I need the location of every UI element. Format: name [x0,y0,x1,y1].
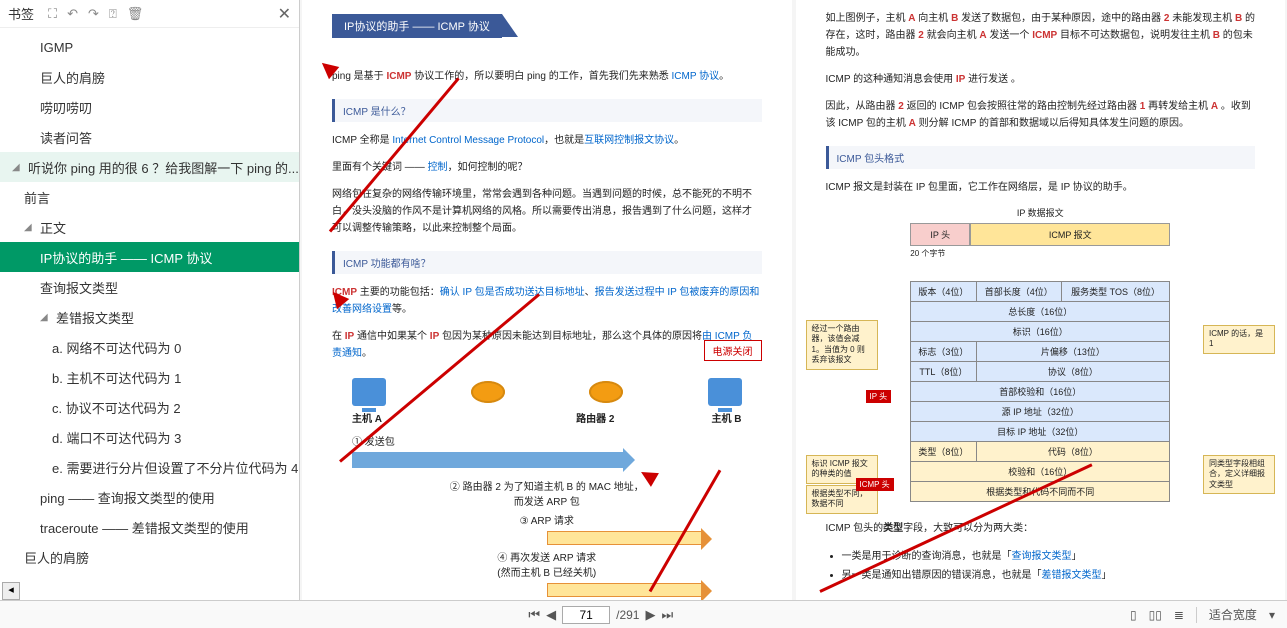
bookmark-label: b. 主机不可达代码为 1 [52,368,181,387]
bookmark-item[interactable]: 前言 [0,182,299,212]
page-right: 如上图例子，主机 A 向主机 B 发送了数据包，由于某种原因，途中的路由器 2 … [796,0,1286,600]
bookmark-item[interactable]: IP协议的助手 —— ICMP 协议 [0,242,299,272]
document-view: IP协议的助手 —— ICMP 协议 ping 是基于 ICMP 协议工作的，所… [300,0,1287,600]
router-icon [471,381,505,403]
sidebar-header: 书签 ⛶ ↶ ↷ ⍰ 🗑 ✕ [0,0,299,28]
bookmark-label: 正文 [40,218,66,237]
router-icon [589,381,623,403]
bookmark-item[interactable]: 巨人的肩膀 [0,542,299,572]
view-continuous-icon[interactable]: ≣ [1174,608,1184,622]
expand-icon[interactable]: ⛶ [48,6,57,22]
ip-packet-diagram: IP 数据报文 IP 头 ICMP 报文 20 个字节 版本（4位）首部长度（4… [826,206,1256,502]
prev-icon[interactable]: ↶ [67,6,78,22]
network-diagram [352,378,742,406]
callout-box: ICMP 包头格式 [826,146,1256,169]
zoom-dropdown-icon[interactable]: ▾ [1269,608,1275,622]
bookmark-label: IGMP [40,40,73,55]
first-page-button[interactable]: ⏮ [528,607,540,623]
host-icon [352,378,386,406]
power-off-badge: 电源关闭 [704,340,762,361]
section-tab: IP协议的助手 —— ICMP 协议 [332,14,502,38]
bookmark-item[interactable]: ◢正文 [0,212,299,242]
bookmark-item[interactable]: ping —— 查询报文类型的使用 [0,482,299,512]
page-input[interactable] [562,606,610,624]
bookmark-item[interactable]: 唠叨唠叨 [0,572,299,580]
list-item: 另一类是通知出错原因的错误消息，也就是「差错报文类型」 [842,566,1256,581]
bookmark-label: 巨人的肩膀 [24,548,89,567]
bookmark-item[interactable]: e. 需要进行分片但设置了不分片位代码为 4 [0,452,299,482]
view-facing-icon[interactable]: ▯▯ [1149,608,1162,622]
bookmark-item[interactable]: a. 网络不可达代码为 0 [0,332,299,362]
bookmark-label: a. 网络不可达代码为 0 [52,338,181,357]
bookmark-item[interactable]: ◢听说你 ping 用的很 6 ？给我图解一下 ping 的... [0,152,299,182]
bookmark-label: traceroute —— 差错报文类型的使用 [40,518,249,537]
bookmark-item[interactable]: c. 协议不可达代码为 2 [0,392,299,422]
bookmark-item[interactable]: 查询报文类型 [0,272,299,302]
footer-bar: ⏮ ◀ /291 ▶ ⏭ ▯ ▯▯ ≣ 适合宽度 ▾ [0,600,1287,628]
scroll-left-button[interactable]: ◂ [2,582,20,600]
bookmark-label: 查询报文类型 [40,278,118,297]
bookmark-item[interactable]: ◢差错报文类型 [0,302,299,332]
callout-box: ICMP 是什么？ [332,99,762,122]
close-icon[interactable]: ✕ [278,4,291,24]
list-item: 一类是用于诊断的查询消息，也就是「查询报文类型」 [842,547,1256,562]
bookmark-tree: IGMP巨人的肩膀唠叨唠叨读者问答◢听说你 ping 用的很 6 ？给我图解一下… [0,28,299,580]
bookmark-item[interactable]: IGMP [0,32,299,62]
host-icon [708,378,742,406]
bookmark-label: 巨人的肩膀 [40,68,105,87]
bookmark-label: 前言 [24,188,50,207]
next-page-button[interactable]: ▶ [645,607,655,623]
bookmark-item[interactable]: b. 主机不可达代码为 1 [0,362,299,392]
bookmark-label: 听说你 ping 用的很 6 ？给我图解一下 ping 的... [28,158,299,177]
bookmark-label: 唠叨唠叨 [24,578,76,581]
page-total: /291 [616,608,639,622]
arrow [352,452,625,468]
bookmark-item[interactable]: d. 端口不可达代码为 3 [0,422,299,452]
bookmarks-sidebar: 书签 ⛶↶↷⍰🗑 ✕ IGMP巨人的肩膀唠叨唠叨读者问答◢听说你 ping 用的… [0,0,300,600]
bookmark-label: d. 端口不可达代码为 3 [52,428,181,447]
bookmark-item[interactable]: 巨人的肩膀 [0,62,299,92]
delete-icon[interactable]: 🗑 [127,6,144,22]
bookmark-label: e. 需要进行分片但设置了不分片位代码为 4 [52,458,298,477]
prev-page-button[interactable]: ◀ [546,607,556,623]
bookmark-label: 差错报文类型 [56,308,134,327]
bookmark-item[interactable]: traceroute —— 差错报文类型的使用 [0,512,299,542]
bookmark-label: ping —— 查询报文类型的使用 [40,488,215,507]
bookmark-label: IP协议的助手 —— ICMP 协议 [40,248,212,267]
bookmark-label: 读者问答 [40,128,92,147]
sidebar-title: 书签 [8,4,34,23]
bookmark-label: c. 协议不可达代码为 2 [52,398,181,417]
view-single-icon[interactable]: ▯ [1130,608,1137,622]
paragraph: ping 是基于 ICMP 协议工作的，所以要明白 ping 的工作，首先我们先… [332,68,762,85]
bookmark-item[interactable]: 读者问答 [0,122,299,152]
bookmark-icon[interactable]: ⍰ [109,6,117,22]
page-left: IP协议的助手 —— ICMP 协议 ping 是基于 ICMP 协议工作的，所… [302,0,792,600]
zoom-mode[interactable]: 适合宽度 [1209,606,1257,623]
last-page-button[interactable]: ⏭ [661,607,673,623]
next-icon[interactable]: ↷ [88,6,99,22]
bookmark-item[interactable]: 唠叨唠叨 [0,92,299,122]
bookmark-label: 唠叨唠叨 [40,98,92,117]
page-navigator: ⏮ ◀ /291 ▶ ⏭ [528,606,673,624]
callout-box: ICMP 功能都有啥？ [332,251,762,274]
